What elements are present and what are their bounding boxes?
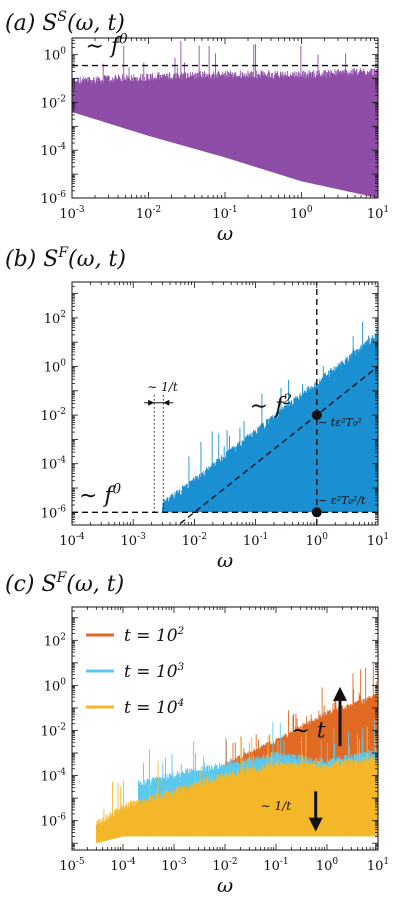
y-tick-label: 10-6 — [41, 813, 67, 830]
annotation: ∼ f0 — [85, 32, 128, 59]
annotation: ∼ f0 — [79, 481, 122, 508]
x-tick-label: 10-1 — [212, 205, 237, 222]
series-purple — [72, 40, 378, 198]
y-tick-label: 10-6 — [41, 190, 67, 207]
x-tick-label: 10-2 — [212, 857, 237, 874]
legend-label: t = 102 — [124, 625, 185, 646]
x-tick-label: 10-3 — [59, 205, 85, 222]
panel-b: (b) SF(ω, t) 10-4 10-3 10-2 10-1 100 101 10-6 10… — [5, 245, 389, 572]
x-tick-label: 101 — [367, 857, 389, 874]
axis-ticks — [71, 606, 379, 851]
reference-line — [177, 365, 378, 525]
y-tick-label: 10-6 — [41, 504, 67, 521]
annotation: ∼ tε²T₀² — [318, 416, 362, 429]
x-tick-label: 10-3 — [121, 532, 147, 549]
x-axis-label: ω — [217, 221, 233, 245]
bracket-arrow — [148, 399, 155, 406]
x-tick-label: 10-5 — [59, 857, 85, 874]
legend-label: t = 104 — [124, 697, 184, 718]
marker-point — [311, 507, 322, 518]
x-axis-label: ω — [217, 873, 233, 897]
series-spikes — [161, 321, 378, 513]
x-tick-label: 10-3 — [161, 857, 187, 874]
x-tick-label: 10-1 — [263, 857, 288, 874]
panel-a: (a) SS(ω, t) 10-3 10-2 10-1 100 101 10-6 10-4 10… — [5, 9, 389, 245]
axis-ticks — [71, 281, 379, 526]
x-axis-label: ω — [217, 548, 233, 572]
x-tick-label: 10-2 — [136, 205, 161, 222]
x-tick-label: 100 — [290, 205, 313, 222]
y-tick-label: 102 — [44, 632, 66, 649]
y-tick-label: 10-2 — [41, 407, 66, 424]
y-tick-label: 100 — [44, 677, 67, 694]
arrow-head — [308, 817, 323, 832]
annotation: ∼ 1/t — [261, 799, 292, 813]
annotation: ∼ t — [291, 718, 325, 743]
panel-title: (c) SF(ω, t) — [5, 570, 124, 597]
marker-point — [311, 410, 322, 421]
legend: t = 102 t = 103 t = 104 — [86, 625, 185, 718]
x-tick-label: 10-2 — [182, 532, 207, 549]
y-tick-label: 10-4 — [41, 768, 67, 785]
plot-area — [72, 282, 378, 525]
panel-c: (c) SF(ω, t) 10-5 10-4 10-3 10-2 10-1 100 101 10… — [5, 570, 389, 897]
y-tick-label: 10-2 — [41, 722, 66, 739]
y-tick-label: 10-4 — [41, 456, 67, 473]
bracket-arrow — [163, 399, 170, 406]
x-tick-label: 10-4 — [59, 532, 85, 549]
plot-area — [72, 40, 378, 198]
x-tick-label: 101 — [367, 205, 389, 222]
axis-ticks — [71, 37, 379, 199]
legend-label: t = 103 — [124, 661, 185, 682]
annotation: ∼ ε²T₀²/t — [318, 494, 366, 507]
y-tick-label: 10-2 — [41, 94, 66, 111]
x-tick-label: 10-1 — [243, 532, 268, 549]
panel-title: (a) SS(ω, t) — [5, 9, 125, 36]
panel-title: (b) SF(ω, t) — [5, 245, 126, 272]
annotation: ∼ f2 — [250, 392, 292, 419]
series-spikes — [72, 40, 378, 198]
plot-area — [95, 663, 378, 844]
y-tick-label: 102 — [44, 310, 66, 327]
arrow-head — [333, 686, 348, 701]
y-tick-label: 10-4 — [41, 142, 67, 159]
series-blue — [161, 321, 378, 513]
y-tick-label: 100 — [44, 358, 67, 375]
x-tick-label: 100 — [316, 857, 339, 874]
annotation: ∼ 1/t — [147, 380, 178, 394]
x-tick-label: 10-4 — [110, 857, 136, 874]
x-tick-label: 101 — [367, 532, 389, 549]
x-tick-label: 100 — [306, 532, 329, 549]
y-tick-label: 100 — [44, 47, 67, 64]
